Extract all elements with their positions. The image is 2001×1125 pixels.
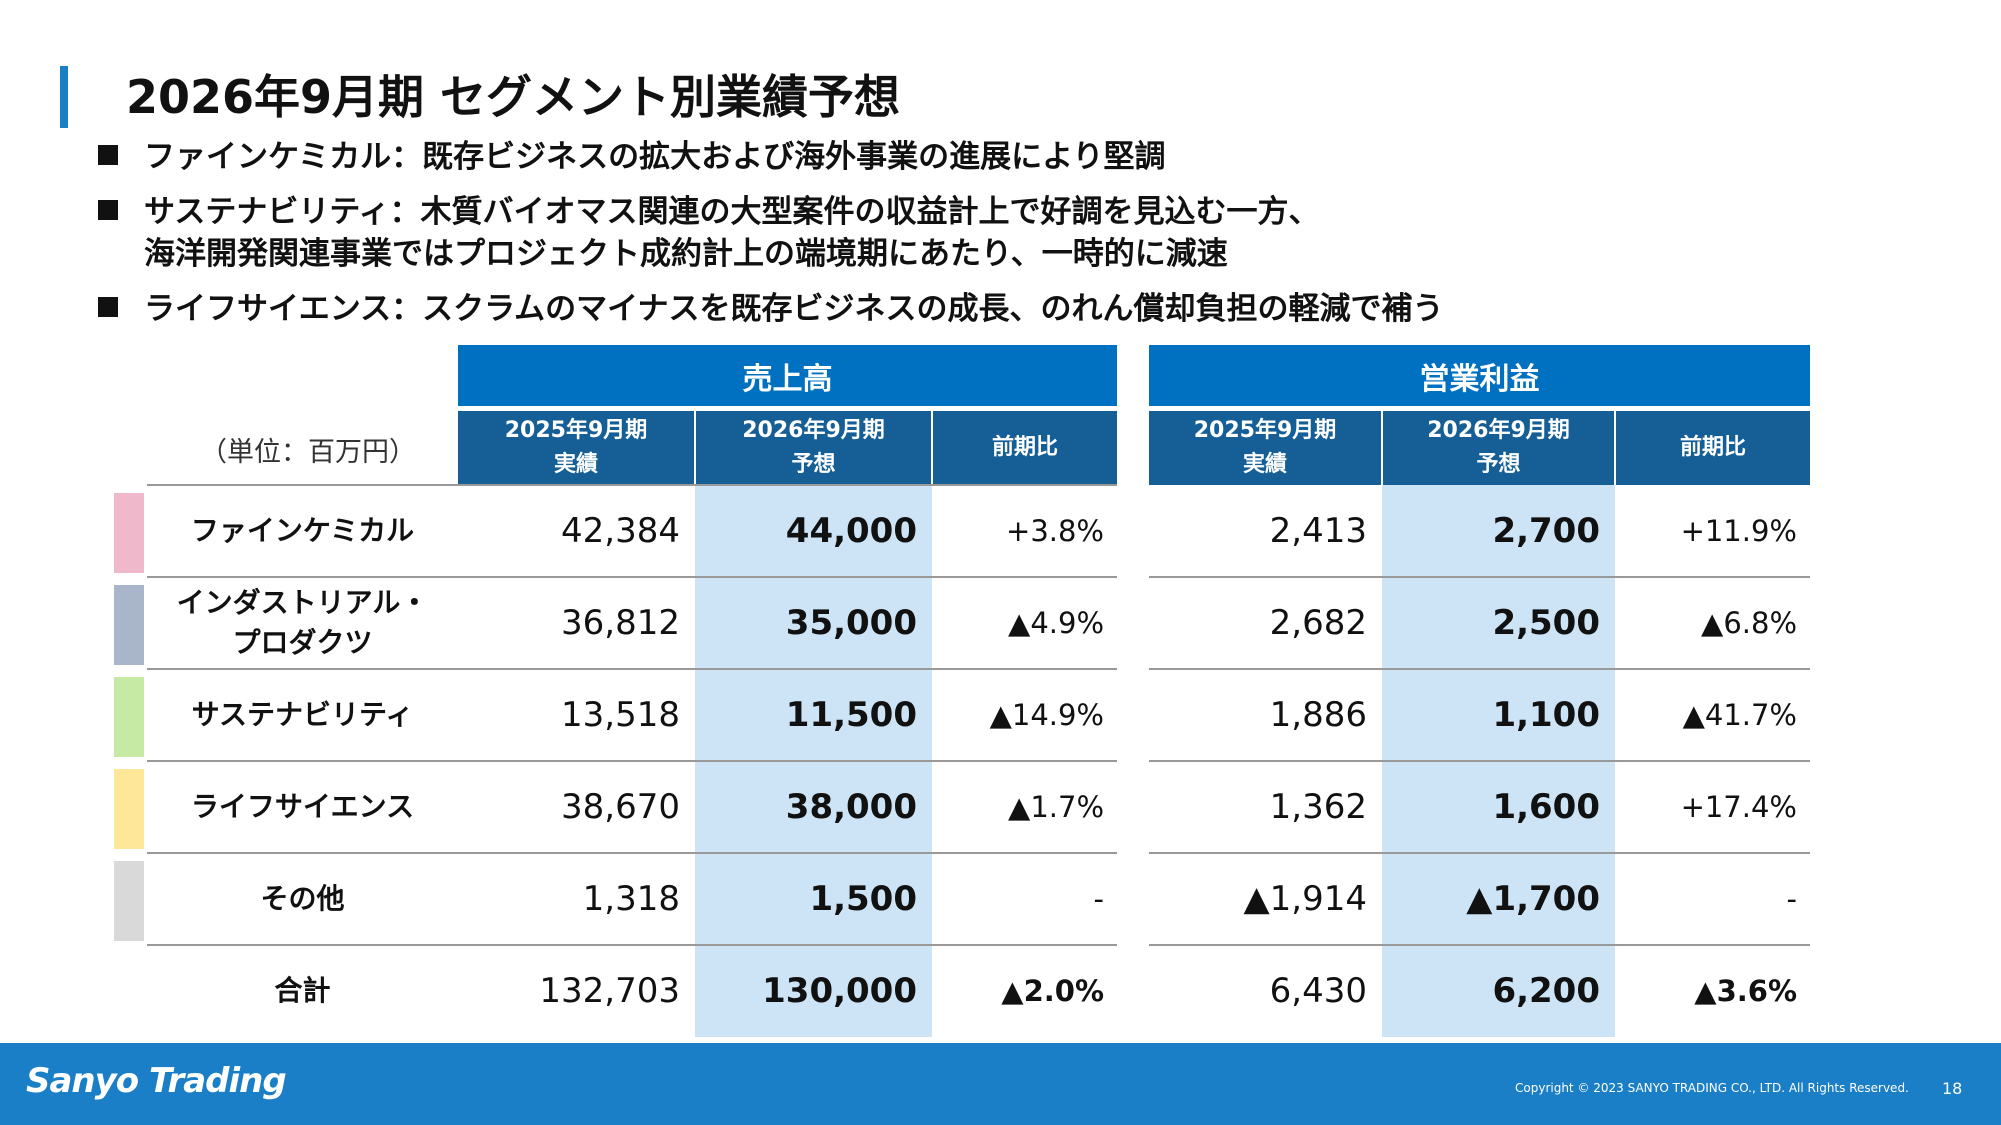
segment-color-swatch [114, 493, 144, 573]
col-header-sales-forecast: 2026年9月期 予想 [696, 411, 931, 485]
row-divider [147, 668, 1117, 670]
bullet-text-cont: 海洋開発関連事業ではプロジェクト成約計上の端境期にあたり、一時的に減速 [144, 236, 1228, 272]
col-header-sales-yoy: 前期比 [933, 411, 1117, 485]
title-accent-bar [60, 66, 68, 128]
col-header-op-forecast: 2026年9月期 予想 [1383, 411, 1614, 485]
cell-sy: ▲14.9% [989, 698, 1104, 732]
cell-oy: ▲41.7% [1682, 698, 1797, 732]
row-divider [147, 944, 1117, 946]
cell-o2: 6,200 [1492, 971, 1600, 1011]
copyright: Copyright © 2023 SANYO TRADING CO., LTD.… [1515, 1081, 1909, 1095]
company-logo: Sanyo Trading [26, 1061, 287, 1101]
cell-oy: ▲6.8% [1701, 606, 1797, 640]
cell-sy: - [1093, 882, 1104, 916]
bullet-text: ライフサイエンス：スクラムのマイナスを既存ビジネスの成長、のれん償却負担の軽減で… [144, 291, 1444, 327]
bullet-fine-chemical: ファインケミカル：既存ビジネスの拡大および海外事業の進展により堅調 [98, 136, 1165, 178]
cell-s2: 130,000 [762, 971, 917, 1011]
row-divider [147, 484, 1117, 486]
segment-color-swatch [114, 861, 144, 941]
col-header-op-actual: 2025年9月期 実績 [1149, 411, 1381, 485]
segment-label: ライフサイエンス [190, 790, 415, 823]
cell-o1: 1,886 [1269, 695, 1367, 735]
segment-label: インダストリアル・ プロダクツ [176, 586, 429, 659]
row-divider [1149, 576, 1810, 578]
bullet-sustainability: サステナビリティ：木質バイオマス関連の大型案件の収益計上で好調を見込む一方、 海洋… [98, 191, 1320, 275]
cell-oy: ▲3.6% [1694, 974, 1797, 1008]
cell-s2: 38,000 [785, 787, 917, 827]
col-header-op-yoy: 前期比 [1616, 411, 1810, 485]
cell-s2: 1,500 [809, 879, 917, 919]
page-number: 18 [1942, 1079, 1963, 1098]
cell-sy: ▲1.7% [1008, 790, 1104, 824]
cell-sy: ▲2.0% [1001, 974, 1104, 1008]
cell-oy: - [1786, 882, 1797, 916]
cell-sy: +3.8% [1006, 514, 1104, 548]
cell-o2: 2,500 [1492, 603, 1600, 643]
cell-o2: ▲1,700 [1466, 879, 1600, 919]
cell-s1: 13,518 [561, 695, 680, 735]
segment-label: その他 [260, 882, 345, 915]
segment-label: ファインケミカル [190, 514, 415, 547]
cell-sy: ▲4.9% [1008, 606, 1104, 640]
cell-s1: 132,703 [539, 971, 680, 1011]
group-header-sales: 売上高 [458, 345, 1117, 406]
segment-label: 合計 [274, 974, 331, 1007]
row-divider [1149, 944, 1810, 946]
cell-o1: 6,430 [1269, 971, 1367, 1011]
cell-o1: 1,362 [1269, 787, 1367, 827]
segment-label: サステナビリティ [191, 698, 414, 731]
cell-o1: 2,682 [1269, 603, 1367, 643]
segment-color-swatch [114, 585, 144, 665]
bullet-square-icon [98, 297, 118, 317]
col-header-sales-actual: 2025年9月期 実績 [458, 411, 694, 485]
bullet-life-science: ライフサイエンス：スクラムのマイナスを既存ビジネスの成長、のれん償却負担の軽減で… [98, 288, 1444, 330]
row-divider [1149, 668, 1810, 670]
segment-color-swatch [114, 769, 144, 849]
row-divider [147, 852, 1117, 854]
row-divider [1149, 852, 1810, 854]
bullet-text: ファインケミカル：既存ビジネスの拡大および海外事業の進展により堅調 [144, 139, 1166, 175]
bullet-square-icon [98, 145, 118, 165]
cell-s1: 1,318 [582, 879, 680, 919]
cell-o2: 2,700 [1492, 511, 1600, 551]
bullet-text: サステナビリティ：木質バイオマス関連の大型案件の収益計上で好調を見込む一方、 [144, 194, 1320, 230]
row-divider [147, 576, 1117, 578]
cell-s1: 42,384 [561, 511, 680, 551]
cell-o1: ▲1,914 [1243, 879, 1367, 919]
unit-label: （単位：百万円） [200, 437, 416, 468]
cell-o1: 2,413 [1269, 511, 1367, 551]
bullet-square-icon [98, 200, 118, 220]
page-title: 2026年9月期 セグメント別業績予想 [126, 70, 901, 124]
cell-oy: +11.9% [1680, 514, 1797, 548]
group-header-op: 営業利益 [1149, 345, 1810, 406]
segment-color-swatch [114, 677, 144, 757]
row-divider [1149, 760, 1810, 762]
cell-s2: 35,000 [785, 603, 917, 643]
cell-s1: 38,670 [561, 787, 680, 827]
cell-o2: 1,600 [1492, 787, 1600, 827]
row-divider [147, 760, 1117, 762]
cell-s2: 11,500 [785, 695, 917, 735]
cell-oy: +17.4% [1680, 790, 1797, 824]
footer: Sanyo Trading Copyright © 2023 SANYO TRA… [0, 1043, 2001, 1125]
cell-s1: 36,812 [561, 603, 680, 643]
cell-s2: 44,000 [785, 511, 917, 551]
cell-o2: 1,100 [1492, 695, 1600, 735]
